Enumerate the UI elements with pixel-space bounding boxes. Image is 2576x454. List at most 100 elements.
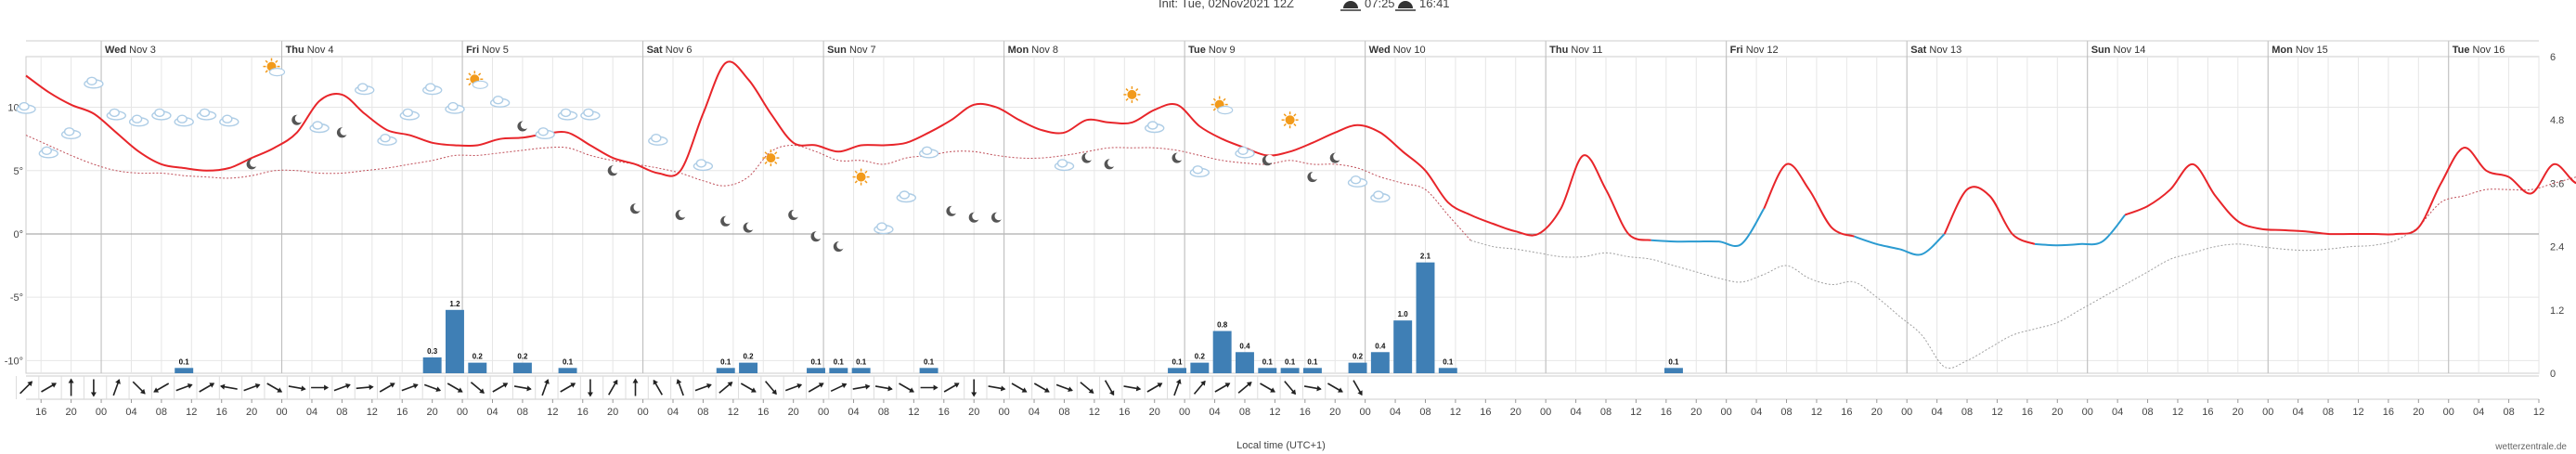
moon-icon: [336, 126, 349, 138]
dewpoint-line: [1469, 227, 2419, 370]
precip-bar: [446, 309, 464, 373]
hour-tick-label: 08: [1239, 407, 1250, 418]
moon-icon: [810, 230, 822, 242]
day-label: Mon Nov 8: [1008, 45, 1058, 56]
precip-bar: [1393, 320, 1413, 373]
wind-arrow-icon: [676, 379, 684, 396]
cloud-icon: [399, 108, 420, 121]
wind-arrow-icon: [1284, 381, 1297, 396]
wind-arrow-icon: [608, 379, 618, 396]
hour-tick-label: 08: [156, 407, 167, 418]
sunset-icon: [1395, 1, 1416, 11]
hour-tick-label: 04: [1931, 407, 1942, 418]
hour-tick-label: 12: [728, 407, 739, 418]
hour-tick-label: 04: [848, 407, 859, 418]
precip-label: 0.4: [1375, 342, 1386, 350]
moon-icon: [968, 212, 981, 223]
wind-arrow-icon: [379, 383, 395, 393]
header: Init: Tue, 02Nov2021 12Z 07:25 16:41: [1159, 0, 1450, 11]
precip-label: 0.1: [720, 357, 731, 366]
hour-tick-label: 16: [1480, 407, 1491, 418]
hour-tick-label: 16: [35, 407, 46, 418]
precip-label: 0.2: [472, 353, 484, 361]
hour-tick-label: 04: [1209, 407, 1220, 418]
precip-label: 0.1: [563, 357, 574, 366]
wind-arrow-icon: [1260, 383, 1275, 393]
wind-arrow-icon: [694, 383, 712, 392]
moon-icon: [1171, 152, 1184, 163]
wind-arrow-icon: [541, 379, 550, 396]
sun-icon: [1281, 111, 1299, 129]
moon-icon: [1329, 152, 1342, 163]
day-label: Mon Nov 15: [2272, 45, 2328, 56]
hour-tick-label: 20: [607, 407, 618, 418]
cloud-icon: [422, 83, 443, 96]
moon-icon: [1307, 171, 1319, 183]
precip-label: 0.3: [427, 347, 438, 356]
wind-arrow-icon: [1033, 383, 1050, 393]
wind-arrow-icon: [943, 383, 960, 393]
precip-label: 0.2: [517, 353, 528, 361]
hour-tick-label: 12: [2172, 407, 2183, 418]
hour-tick-label: 16: [1119, 407, 1130, 418]
y-right-tick-label: 3.6: [2550, 178, 2564, 189]
wind-arrow-icon: [852, 383, 871, 390]
hour-tick-label: 08: [2323, 407, 2334, 418]
wind-arrow-icon: [112, 379, 121, 396]
cloud-icon: [377, 133, 397, 146]
cloud-icon: [693, 159, 714, 172]
precip-label: 0.2: [743, 353, 754, 361]
cloud-icon: [84, 76, 104, 89]
weather-icons: [16, 58, 1391, 253]
temperature-line: [1763, 162, 1855, 238]
cloud-icon: [648, 133, 668, 146]
wind-arrow-icon: [1327, 383, 1343, 393]
precip-bar: [1212, 331, 1232, 373]
hour-tick-label: 12: [186, 407, 197, 418]
hour-tick-label: 12: [367, 407, 378, 418]
wind-arrow-icon: [447, 383, 463, 393]
hour-tick-label: 00: [818, 407, 829, 418]
wind-arrow-icon: [288, 385, 306, 392]
precip-label: 0.2: [1195, 353, 1206, 361]
wind-arrow-icon: [1123, 385, 1142, 392]
day-label: Tue Nov 9: [1188, 45, 1236, 56]
hour-tick-label: 16: [1841, 407, 1852, 418]
wind-arrow-icon: [401, 383, 419, 392]
day-header-row: Wed Nov 3 Thu Nov 4 Fri Nov 5 Sat Nov 6 Sun …: [26, 40, 2539, 373]
sun-cloud-icon: [466, 71, 488, 89]
day-label: Sat Nov 13: [1910, 45, 1961, 56]
cloud-icon: [196, 108, 217, 121]
cloud-icon: [1054, 159, 1075, 172]
wind-arrow-icon: [41, 383, 57, 393]
wind-arrow-icon: [199, 383, 215, 393]
moon-icon: [607, 164, 620, 176]
wind-arrow-icon: [356, 384, 374, 391]
hour-tick-label: 04: [2473, 407, 2484, 418]
hour-tick-label: 04: [2293, 407, 2304, 418]
precip-label: 0.1: [179, 357, 190, 366]
wind-arrow-icon: [899, 383, 914, 393]
hour-tick-label: 00: [2082, 407, 2093, 418]
moon-icon: [675, 209, 688, 220]
cloud-icon: [1347, 175, 1368, 188]
precip-label: 0.1: [856, 357, 867, 366]
precip-label: 0.1: [810, 357, 822, 366]
precip-bar: [558, 368, 577, 373]
hour-tick-label: 12: [1450, 407, 1461, 418]
precip-label: 0.2: [1353, 353, 1364, 361]
hour-tick-label: 04: [667, 407, 679, 418]
wind-arrow-icon: [874, 385, 893, 392]
wind-arrow-icon: [808, 383, 824, 393]
precip-bar: [919, 368, 938, 373]
wind-arrow-icon: [311, 384, 330, 391]
temperature-line: [1943, 186, 2036, 245]
y-right-tick-label: 1.2: [2550, 305, 2564, 317]
wind-arrow-icon: [333, 383, 351, 392]
cloud-icon: [1189, 165, 1210, 178]
day-label: Tue Nov 16: [2453, 45, 2505, 56]
wind-arrow-icon: [740, 383, 757, 393]
wind-arrow-icon: [1011, 383, 1028, 393]
sun-cloud-icon: [263, 58, 286, 77]
y-left-tick-label: -10°: [5, 356, 23, 367]
